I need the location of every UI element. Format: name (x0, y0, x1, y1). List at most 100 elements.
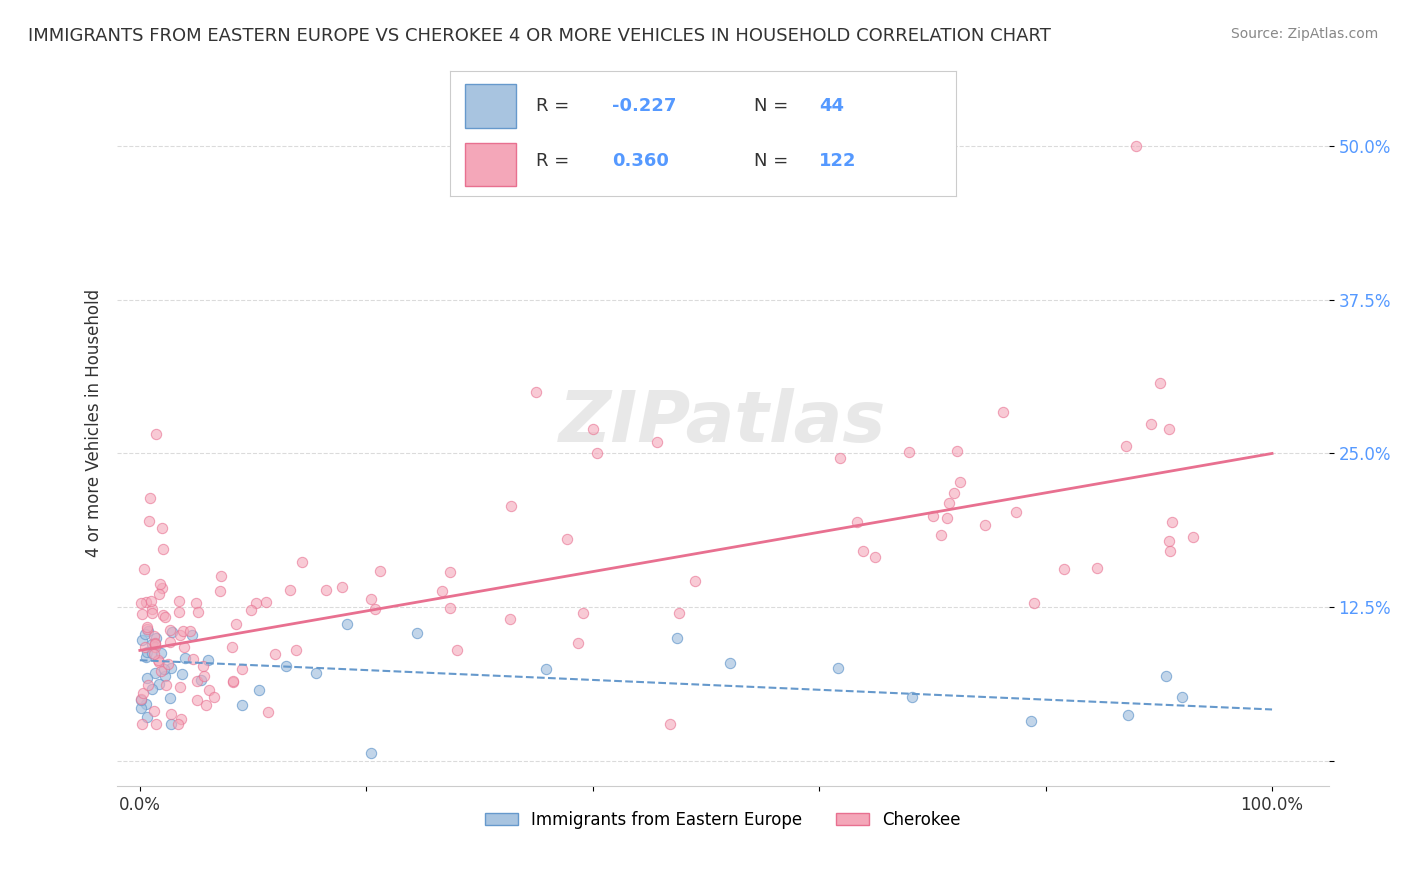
Point (131, 633, 153, 648)
Point (276, 659, 298, 673)
Point (186, 693, 208, 707)
Point (141, 646, 163, 660)
Point (865, 163, 887, 178)
Point (193, 669, 215, 683)
Point (141, 602, 163, 616)
Point (658, 717, 681, 731)
Point (134, 562, 156, 576)
Point (360, 592, 382, 607)
Point (195, 698, 218, 713)
Point (336, 617, 359, 632)
Point (1116, 707, 1139, 722)
Point (129, 692, 152, 706)
Point (153, 663, 176, 677)
Point (143, 637, 166, 651)
Point (897, 445, 920, 459)
Point (197, 653, 219, 667)
Point (172, 624, 194, 638)
Point (330, 580, 353, 594)
Point (993, 405, 1015, 419)
Point (139, 491, 162, 505)
Point (186, 673, 208, 688)
Point (160, 717, 183, 731)
Point (221, 640, 243, 654)
Point (145, 717, 167, 731)
Point (141, 681, 163, 696)
Point (1160, 515, 1182, 529)
Point (936, 511, 959, 525)
Point (136, 678, 159, 692)
Point (1125, 138, 1147, 153)
Point (159, 635, 181, 649)
Text: N =: N = (754, 97, 793, 115)
Text: R =: R = (536, 153, 575, 170)
Point (949, 475, 972, 490)
Point (439, 601, 461, 615)
Point (135, 710, 157, 724)
Text: IMMIGRANTS FROM EASTERN EUROPE VS CHEROKEE 4 OR MORE VEHICLES IN HOUSEHOLD CORRE: IMMIGRANTS FROM EASTERN EUROPE VS CHEROK… (28, 27, 1052, 45)
Text: -0.227: -0.227 (612, 97, 676, 115)
Point (938, 496, 960, 510)
Point (231, 662, 253, 676)
Point (240, 602, 263, 616)
Point (555, 533, 578, 547)
Point (586, 446, 609, 460)
Point (430, 583, 453, 598)
Text: 122: 122 (820, 153, 856, 170)
Point (524, 384, 547, 399)
Y-axis label: 4 or more Vehicles in Household: 4 or more Vehicles in Household (86, 289, 103, 557)
Point (1149, 376, 1171, 390)
Point (167, 605, 190, 619)
Point (305, 665, 328, 680)
Point (852, 544, 875, 558)
Point (152, 541, 174, 556)
Point (169, 594, 191, 608)
Point (1019, 714, 1042, 729)
Point (134, 627, 156, 641)
Point (245, 597, 267, 611)
Point (148, 677, 170, 691)
Point (148, 655, 170, 669)
Text: 0.360: 0.360 (612, 153, 669, 170)
Point (247, 683, 270, 698)
Point (264, 647, 287, 661)
Point (1171, 690, 1194, 704)
Point (143, 629, 166, 643)
Point (1159, 543, 1181, 558)
Point (152, 608, 174, 623)
Point (1004, 505, 1026, 519)
FancyBboxPatch shape (465, 143, 516, 186)
Point (718, 656, 741, 670)
Point (567, 635, 589, 649)
Point (278, 582, 301, 597)
Point (131, 692, 153, 706)
Point (179, 624, 201, 639)
Point (828, 451, 851, 466)
Point (499, 612, 522, 626)
Point (665, 631, 688, 645)
Point (197, 683, 219, 698)
Point (315, 582, 337, 597)
Point (134, 640, 156, 654)
Point (135, 595, 157, 609)
Text: Source: ZipAtlas.com: Source: ZipAtlas.com (1230, 27, 1378, 41)
Point (499, 499, 522, 513)
Point (945, 444, 967, 458)
Point (1157, 421, 1180, 435)
Point (181, 651, 204, 665)
Point (668, 607, 690, 621)
Point (159, 691, 181, 706)
Point (368, 564, 391, 578)
Point (141, 637, 163, 651)
Point (1157, 533, 1180, 548)
Point (254, 595, 277, 609)
Point (136, 623, 159, 637)
Point (160, 706, 183, 721)
Point (131, 607, 153, 621)
Point (170, 666, 193, 681)
Point (173, 640, 195, 654)
Point (148, 587, 170, 601)
Text: N =: N = (754, 153, 793, 170)
Point (1140, 417, 1163, 431)
Point (155, 678, 177, 692)
